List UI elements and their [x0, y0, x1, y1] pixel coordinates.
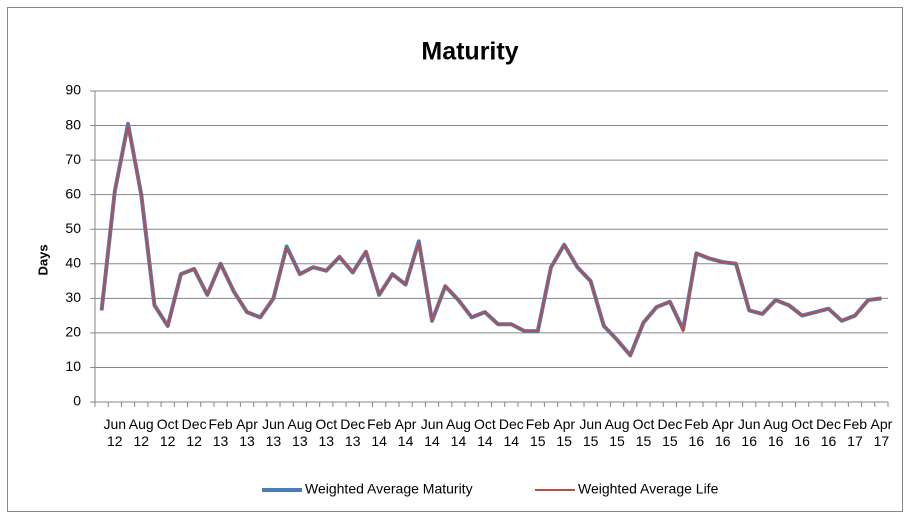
y-axis-label: Days [35, 244, 50, 275]
y-tick-label: 60 [65, 185, 81, 201]
x-tick-label: Oct 12 [156, 416, 179, 449]
x-tick-label: Dec 13 [340, 416, 366, 449]
x-tick-label: Dec 12 [181, 416, 207, 449]
x-tick-label: Oct 14 [474, 416, 496, 449]
x-tick-label: Aug 16 [763, 416, 789, 449]
y-tick-label: 40 [65, 254, 81, 270]
y-tick-label: 80 [65, 116, 81, 132]
x-tick-label: Apr 17 [870, 416, 893, 449]
y-tick-label: 70 [65, 151, 81, 167]
y-tick-label: 90 [65, 82, 81, 98]
x-tick-label: Feb 17 [842, 416, 868, 449]
y-tick-label: 50 [65, 220, 81, 236]
legend-label: Weighted Average Maturity [305, 481, 473, 497]
x-tick-label: Aug 12 [128, 416, 154, 449]
legend-label: Weighted Average Life [578, 481, 719, 497]
x-tick-label: Dec 15 [657, 416, 683, 449]
series-line [100, 124, 882, 357]
x-tick-label: Feb 15 [525, 416, 550, 449]
x-tick-label: Apr 13 [236, 416, 258, 449]
x-tick-label: Jun 15 [579, 416, 602, 449]
x-tick-label: Aug 15 [604, 416, 630, 449]
y-tick-label: 20 [65, 324, 81, 340]
y-tick-label: 0 [73, 393, 81, 409]
x-tick-label: Aug 13 [287, 416, 313, 449]
x-tick-label: Apr 16 [711, 416, 734, 449]
x-tick-label: Dec 14 [498, 416, 524, 449]
x-tick-label: Oct 16 [791, 416, 813, 449]
x-tick-label: Oct 13 [315, 416, 338, 449]
x-tick-label: Apr 15 [553, 416, 576, 449]
x-tick-label: Feb 16 [684, 416, 709, 449]
x-tick-label: Jun 16 [737, 416, 761, 449]
x-tick-label: Dec 16 [816, 416, 841, 449]
y-tick-label: 30 [65, 289, 81, 305]
y-tick-label: 10 [65, 358, 81, 374]
x-tick-label: Jun 14 [420, 416, 444, 449]
x-tick-label: Apr 14 [394, 416, 417, 449]
x-tick-label: Oct 15 [632, 416, 655, 449]
x-tick-label: Feb 13 [208, 416, 233, 449]
x-tick-label: Aug 14 [445, 416, 471, 449]
x-tick-label: Jun 12 [103, 416, 127, 449]
x-tick-label: Feb 14 [367, 416, 392, 449]
chart-title: Maturity [421, 38, 518, 66]
x-tick-label: Jun 13 [262, 416, 285, 449]
